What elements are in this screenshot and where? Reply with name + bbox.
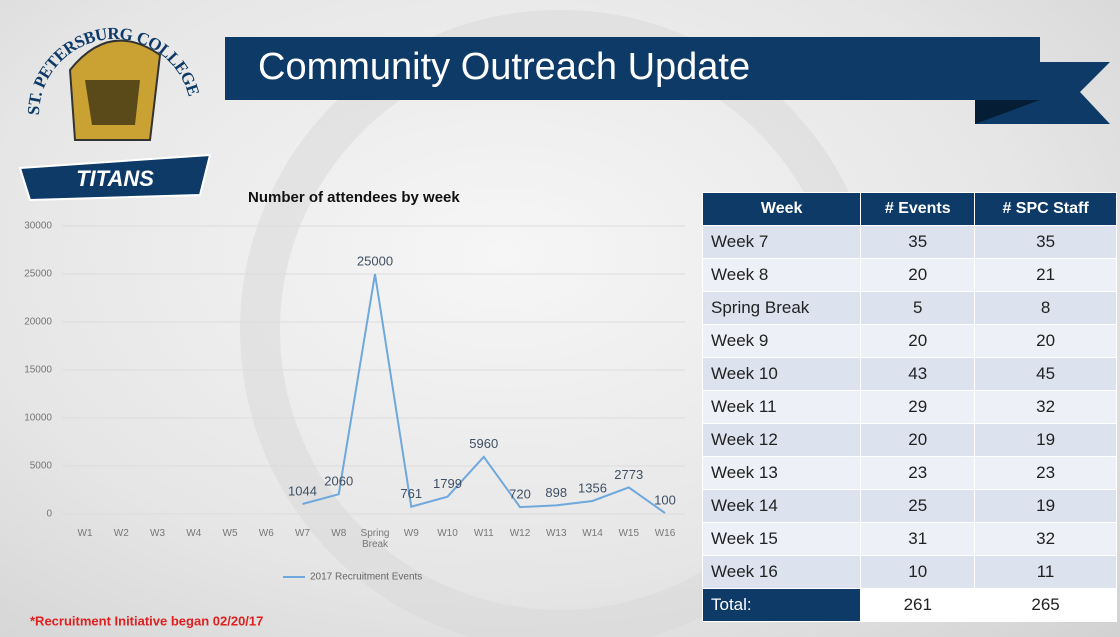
table-cell: Week 16 — [701, 555, 862, 589]
line — [302, 273, 666, 514]
x-tick-label: W15 — [618, 528, 640, 539]
y-tick-label: 0 — [46, 509, 52, 520]
x-tick-label: W9 — [403, 528, 419, 539]
table-cell: 20 — [860, 258, 976, 292]
y-tick-label: 5000 — [30, 461, 53, 472]
logo-banner-text: TITANS — [76, 166, 154, 191]
table-row: Week 16 10 11 — [701, 555, 1117, 589]
data-label: 1356 — [578, 480, 607, 495]
table-cell: Week 10 — [701, 357, 862, 391]
x-tick-label: W1 — [77, 528, 93, 539]
header-cell: # SPC Staff — [974, 192, 1117, 226]
table-row: Week 9 20 20 — [701, 324, 1117, 358]
table-cell: Week 15 — [701, 522, 862, 556]
data-label: 25000 — [357, 253, 393, 268]
table-row: Week 14 25 19 — [701, 489, 1117, 523]
x-tick-label: W4 — [186, 528, 202, 539]
x-tick-label: W11 — [473, 528, 494, 539]
y-tick-label: 30000 — [24, 221, 52, 232]
x-tick-label: W8 — [331, 528, 347, 539]
table-cell: Week 8 — [701, 258, 862, 292]
x-tick-label: W13 — [545, 528, 567, 539]
table-row: Week 8 20 21 — [701, 258, 1117, 292]
x-tick-label: W3 — [150, 528, 165, 539]
data-label: 1799 — [433, 476, 462, 491]
table-row: Week 12 20 19 — [701, 423, 1117, 457]
table-cell: 5 — [860, 291, 976, 325]
total-cell: 265 — [974, 588, 1117, 622]
table-cell: Week 13 — [701, 456, 862, 490]
table-row: Week 13 23 23 — [701, 456, 1117, 490]
data-label: 100 — [654, 492, 676, 507]
data-label: 898 — [545, 485, 567, 500]
x-tick-label: W6 — [258, 528, 274, 539]
x-tick-label: W12 — [509, 528, 531, 539]
table-cell: 10 — [860, 555, 976, 589]
y-tick-label: 15000 — [24, 365, 52, 376]
data-label: 1044 — [288, 483, 317, 498]
table-cell: 19 — [974, 489, 1117, 523]
x-tick-label: Spring Break — [360, 528, 390, 550]
table-cell: Week 12 — [701, 423, 862, 457]
table-row: Week 11 29 32 — [701, 390, 1117, 424]
title: Community Outreach Update — [258, 46, 750, 88]
table-cell: 32 — [974, 522, 1117, 556]
x-tick-label: W5 — [222, 528, 238, 539]
table-row: Week 10 43 45 — [701, 357, 1117, 391]
chart-title: Number of attendees by week — [248, 189, 460, 206]
table-cell: 35 — [860, 225, 976, 259]
table-cell: 32 — [974, 390, 1117, 424]
table-cell: 20 — [860, 423, 976, 457]
y-tick-label: 25000 — [24, 269, 52, 280]
table-cell: 23 — [974, 456, 1117, 490]
total-cell: Total: — [701, 588, 862, 622]
header-row: Week # Events # SPC Staff — [701, 192, 1117, 226]
data-label: 761 — [400, 486, 422, 501]
table-cell: 19 — [974, 423, 1117, 457]
x-tick-label: W2 — [113, 528, 129, 539]
header-cell: # Events — [860, 192, 976, 226]
table-cell: 21 — [974, 258, 1117, 292]
table-row: Week 15 31 32 — [701, 522, 1117, 556]
table-cell: 8 — [974, 291, 1117, 325]
table-cell: 25 — [860, 489, 976, 523]
data-label: 720 — [509, 487, 531, 502]
table-cell: Week 9 — [701, 324, 862, 358]
table-row: Spring Break 5 8 — [701, 291, 1117, 325]
table-cell: Week 14 — [701, 489, 862, 523]
data-label: 2060 — [324, 474, 353, 489]
table-row: Week 7 35 35 — [701, 225, 1117, 259]
chart: Number of attendees by week 0 5000 10000 15… — [24, 189, 685, 583]
x-tick-label: W16 — [654, 528, 676, 539]
table-cell: 11 — [974, 555, 1117, 589]
table-cell: 35 — [974, 225, 1117, 259]
table-cell: 45 — [974, 357, 1117, 391]
x-tick-label: W7 — [295, 528, 310, 539]
table-cell: 43 — [860, 357, 976, 391]
header-cell: Week — [701, 192, 862, 226]
table-cell: 29 — [860, 390, 976, 424]
total-row: Total: 261 265 — [701, 588, 1117, 622]
table-cell: 20 — [860, 324, 976, 358]
table-cell: Spring Break — [701, 291, 862, 325]
footnote: *Recruitment Initiative began 02/20/17 — [30, 613, 263, 628]
table-cell: 31 — [860, 522, 976, 556]
table-cell: Week 11 — [701, 390, 862, 424]
table-cell: 20 — [974, 324, 1117, 358]
legend-label: 2017 Recruitment Events — [310, 572, 422, 583]
x-tick-label: W10 — [437, 528, 458, 539]
total-cell: 261 — [860, 588, 976, 622]
table-cell: 23 — [860, 456, 976, 490]
y-tick-label: 10000 — [24, 413, 52, 424]
x-tick-label: W14 — [582, 528, 603, 539]
data-label: 5960 — [469, 436, 498, 451]
data-label: 2773 — [614, 467, 643, 482]
y-tick-label: 20000 — [24, 317, 52, 328]
table-cell: Week 7 — [701, 225, 862, 259]
